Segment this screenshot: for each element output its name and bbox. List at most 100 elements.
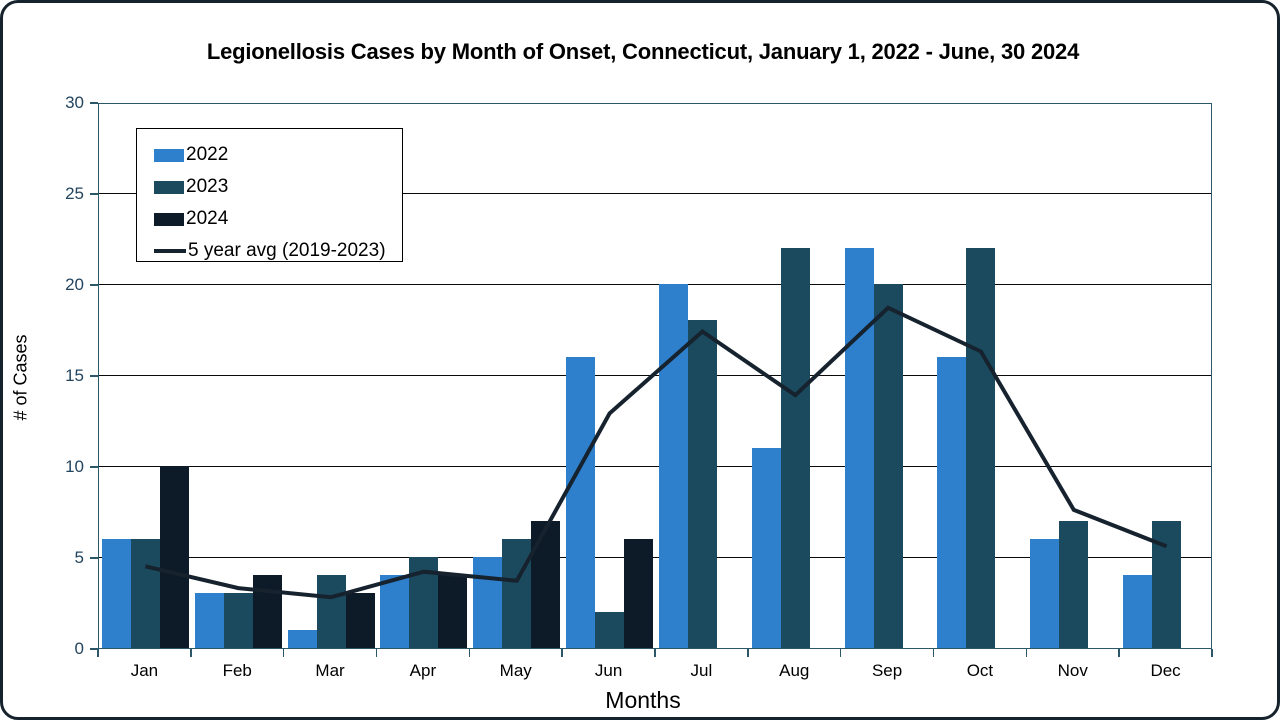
x-tick-label: Oct [966,661,994,680]
x-tick-mark [97,649,99,657]
bar-2023-jun [595,611,625,648]
x-tick-label: Aug [779,661,810,680]
legend-label: 2022 [186,144,229,165]
x-tick-mark [1211,649,1213,657]
y-tick-label: 15 [65,366,84,385]
legend-swatch-icon [154,212,184,226]
legend-row-2022: 2022 [154,139,402,171]
avg-line [144,305,1168,600]
legend-row-5: 5 year avg (2019-2023) [154,235,402,267]
bar-group-apr [378,557,471,648]
gridline [99,192,1211,194]
x-axis-title: Months [605,687,681,713]
legend-row-2023: 2023 [154,171,402,203]
bar-2022-may [473,557,503,648]
bar-2022-aug [751,447,781,648]
x-tick-mark [839,649,842,657]
y-tick-mark [90,102,98,104]
bar-2024-may [531,520,561,648]
bar-group-jun [563,356,656,648]
bar-2022-mar [287,629,317,648]
bar-2023-sep [873,284,903,648]
legend: 2022 2023 2024 5 year avg (2019-2023) [136,128,403,262]
bar-group-feb [192,575,285,648]
gridline [99,465,1211,467]
bar-2022-nov [1030,538,1060,648]
x-tick-label: Jan [130,661,159,680]
y-tick-mark [90,557,98,559]
x-tick-mark [1118,649,1120,657]
bar-2022-feb [194,593,224,648]
x-tick-label: Jun [594,661,623,680]
x-tick-label: Dec [1150,661,1181,680]
bar-group-may [470,520,563,648]
x-tick-label: Mar [315,661,345,680]
bar-group-sep [842,247,935,648]
legend-swatch-icon [154,180,184,194]
x-tick-mark [747,649,749,657]
bar-2022-jan [101,538,131,648]
bar-2023-jan [130,538,160,648]
legend-label: 5 year avg (2019-2023) [188,240,386,261]
bar-2024-apr [438,575,468,648]
legend-label: 2024 [186,208,229,229]
bar-group-nov [1027,520,1120,648]
bar-2023-mar [316,575,346,648]
bar-2024-jun [624,538,654,648]
bar-2023-jul [687,320,717,648]
chart-title: Legionellosis Cases by Month of Onset, C… [206,39,1080,64]
x-tick-label: Apr [409,661,437,680]
bar-2022-apr [380,575,410,648]
x-tick-label: Feb [222,661,252,680]
bar-group-mar [285,575,378,648]
y-tick-mark [90,193,98,195]
x-tick-mark [282,649,285,657]
y-tick-label: 10 [65,457,84,476]
gridline [99,283,1211,285]
bar-2023-may [502,538,532,648]
legend-row-2024: 2024 [154,203,402,235]
bar-2023-oct [966,247,996,648]
x-tick-label: Nov [1057,661,1088,680]
bar-group-aug [749,247,842,648]
legend-swatch-icon [154,148,184,162]
y-tick-mark [90,648,98,650]
bar-2024-feb [252,575,282,648]
y-axis-title: # of Cases [10,334,31,421]
bar-2024-jan [159,466,189,648]
avg-line-layer [144,305,1168,600]
y-tick-mark [90,375,98,377]
bar-2022-jun [566,356,596,648]
bar-2024-mar [345,593,375,648]
bar-2023-aug [780,247,810,648]
y-tick-mark [90,466,98,468]
legend-label: 2023 [186,176,229,197]
bar-2022-dec [1123,575,1153,648]
x-tick-label: Sep [871,661,903,680]
x-tick-mark [375,649,378,657]
bar-2022-oct [937,356,967,648]
bar-2022-jul [658,284,688,648]
x-tick-mark [468,649,471,657]
y-tick-mark [90,284,98,286]
y-tick-label: 0 [74,639,84,658]
bar-2023-feb [223,593,253,648]
x-tick-mark [932,649,935,657]
x-tick-mark [1025,649,1028,657]
y-tick-label: 5 [74,548,84,567]
y-tick-label: 20 [65,275,84,294]
bar-group-jul [656,284,749,648]
y-tick-label: 30 [65,93,84,112]
x-tick-mark [654,649,656,657]
bar-group-oct [935,247,1028,648]
y-tick-label: 25 [65,184,84,203]
legend-line-icon [154,249,186,253]
x-tick-label: Jul [690,661,713,680]
x-tick-label: May [499,661,532,680]
bar-2022-sep [844,247,874,648]
bar-2023-nov [1059,520,1089,648]
plot-area [98,103,1212,649]
bar-group-jan [99,466,192,648]
x-tick-mark [561,649,563,657]
